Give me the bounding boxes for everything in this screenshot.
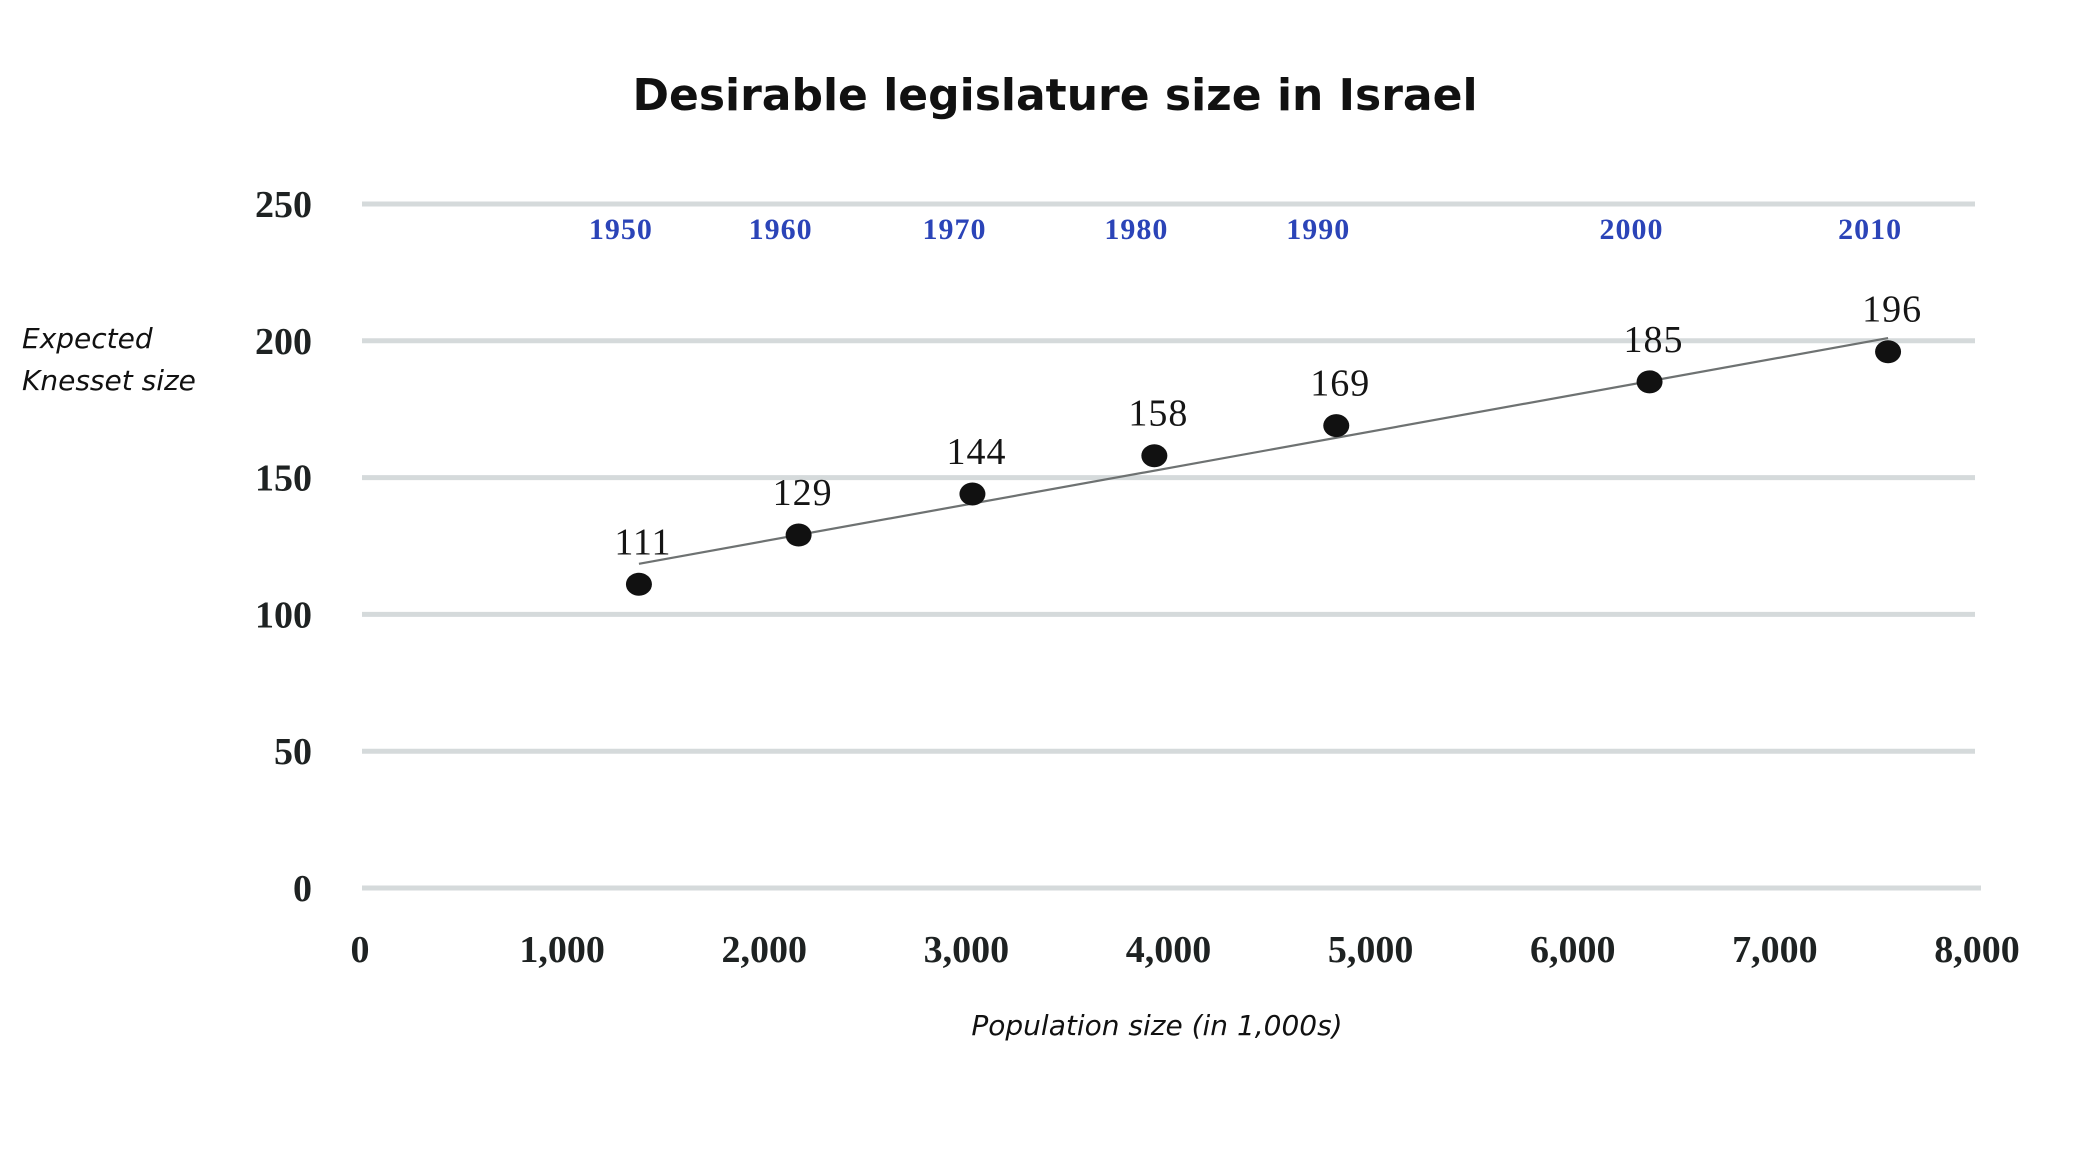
y-tick-label: 150 <box>255 458 312 500</box>
data-label: 169 <box>1310 363 1370 405</box>
data-point <box>1875 340 1902 364</box>
x-axis-label: Population size (in 1,000s) <box>971 1009 1342 1042</box>
trendline-group <box>638 336 1889 565</box>
data-point <box>785 523 812 547</box>
y-tick-label: 250 <box>255 184 312 226</box>
data-label: 144 <box>946 431 1006 473</box>
x-tick-label: 7,000 <box>1732 929 1818 971</box>
trendline <box>638 336 1889 565</box>
data-label: 196 <box>1862 289 1922 331</box>
x-tick-label: 8,000 <box>1934 929 2020 971</box>
data-point <box>1323 414 1350 438</box>
year-labels: 1950 1960 1970 1980 1990 2000 2010 <box>589 213 1902 246</box>
data-points <box>625 340 1902 596</box>
data-label: 111 <box>614 521 671 563</box>
y-axis-ticks: 0 50 100 150 200 250 <box>255 184 312 910</box>
x-tick-label: 0 <box>351 929 370 971</box>
data-label: 158 <box>1128 393 1188 435</box>
year-label: 1980 <box>1104 213 1168 246</box>
data-label: 185 <box>1624 319 1684 361</box>
gridlines <box>362 201 1981 891</box>
x-tick-label: 3,000 <box>924 929 1010 971</box>
data-point <box>959 482 986 506</box>
x-tick-label: 6,000 <box>1530 929 1616 971</box>
y-tick-label: 100 <box>255 594 312 636</box>
x-tick-label: 4,000 <box>1126 929 1212 971</box>
x-tick-label: 1,000 <box>519 929 605 971</box>
year-label: 2010 <box>1838 213 1902 246</box>
y-axis-label-line-2: Knesset size <box>22 364 196 397</box>
data-labels: 111 129 144 158 169 185 196 <box>614 289 1922 564</box>
x-tick-label: 2,000 <box>722 929 808 971</box>
data-point <box>1636 370 1663 394</box>
data-point <box>1141 444 1168 468</box>
year-label: 2000 <box>1600 213 1664 246</box>
x-axis-ticks: 0 1,000 2,000 3,000 4,000 5,000 6,000 7,000 8,00… <box>351 929 2020 971</box>
data-label: 129 <box>773 472 833 514</box>
year-label: 1960 <box>749 213 813 246</box>
chart-title: Desirable legislature size in Israel <box>632 70 1477 121</box>
y-axis-label-line-1: Expected <box>22 322 153 355</box>
y-tick-label: 0 <box>293 868 312 910</box>
y-tick-label: 200 <box>255 321 312 363</box>
y-tick-label: 50 <box>274 731 312 773</box>
year-label: 1970 <box>922 213 986 246</box>
data-point <box>625 572 652 596</box>
year-label: 1950 <box>589 213 653 246</box>
x-tick-label: 5,000 <box>1328 929 1414 971</box>
year-label: 1990 <box>1286 213 1350 246</box>
